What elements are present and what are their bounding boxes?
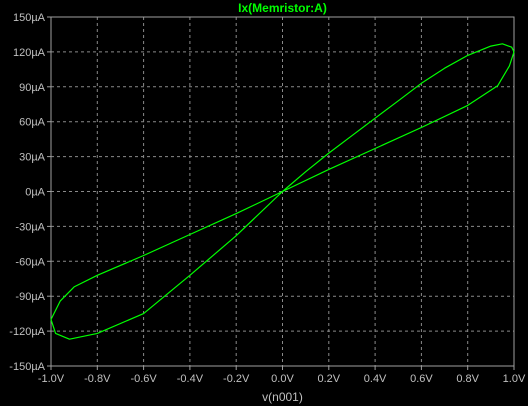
x-tick-label: -0.4V bbox=[177, 373, 204, 385]
x-tick-label: 0.8V bbox=[456, 373, 479, 385]
y-tick-label: 120µA bbox=[13, 47, 46, 59]
y-tick-label: -60µA bbox=[15, 256, 45, 268]
x-tick-label: -0.8V bbox=[84, 373, 111, 385]
y-tick-label: -90µA bbox=[15, 291, 45, 303]
y-tick-label: 60µA bbox=[19, 117, 46, 129]
y-tick-label: -30µA bbox=[15, 221, 45, 233]
y-tick-label: 150µA bbox=[13, 12, 46, 24]
x-tick-label: 0.0V bbox=[271, 373, 294, 385]
y-tick-label: -120µA bbox=[9, 326, 45, 338]
y-tick-label: 0µA bbox=[25, 187, 45, 199]
x-axis-title: v(n001) bbox=[262, 390, 303, 404]
chart-title: Ix(Memristor:A) bbox=[238, 1, 327, 15]
x-tick-label: -0.6V bbox=[130, 373, 157, 385]
x-tick-label: -1.0V bbox=[38, 373, 65, 385]
series-line-0 bbox=[50, 43, 515, 340]
y-tick-label: 30µA bbox=[19, 152, 46, 164]
tick-labels: -1.0V -0.8V -0.6V -0.4V -0.2V 0.0V 0.2V 0.4V 0.6… bbox=[9, 12, 526, 385]
grid bbox=[51, 17, 514, 366]
x-tick-label: 1.0V bbox=[503, 373, 526, 385]
y-tick-label: -150µA bbox=[9, 361, 45, 373]
x-tick-label: -0.2V bbox=[223, 373, 250, 385]
series-layer bbox=[50, 43, 515, 340]
x-tick-label: 0.6V bbox=[410, 373, 433, 385]
x-tick-label: 0.4V bbox=[364, 373, 387, 385]
x-tick-label: 0.2V bbox=[317, 373, 340, 385]
y-tick-label: 90µA bbox=[19, 82, 46, 94]
